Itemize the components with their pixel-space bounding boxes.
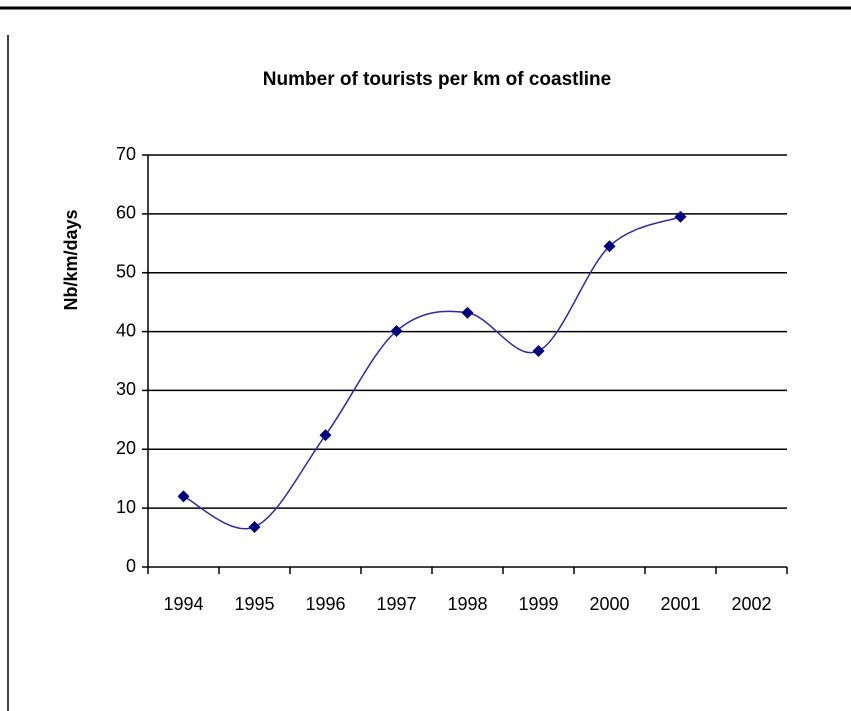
marker <box>461 306 474 319</box>
marker <box>603 240 616 253</box>
y-tick-label: 0 <box>126 556 136 576</box>
line <box>183 216 681 530</box>
y-tick-label: 40 <box>116 320 136 340</box>
x-tick-label: 1997 <box>376 594 416 614</box>
y-tick-label: 10 <box>116 497 136 517</box>
x-tick-label: 1995 <box>234 594 274 614</box>
x-tick-label: 1999 <box>518 594 558 614</box>
y-tick-label: 70 <box>116 144 136 164</box>
y-tick-label: 50 <box>116 261 136 281</box>
marker <box>319 429 332 442</box>
x-tick-label: 1998 <box>447 594 487 614</box>
y-tick-label: 60 <box>116 203 136 223</box>
y-tick-label: 30 <box>116 379 136 399</box>
marker <box>390 324 403 337</box>
x-tick-label: 2000 <box>589 594 629 614</box>
y-tick-label: 20 <box>116 438 136 458</box>
marker <box>674 210 687 223</box>
x-tick-label: 2001 <box>660 594 700 614</box>
marker <box>532 344 545 357</box>
x-tick-label: 1994 <box>163 594 203 614</box>
marker <box>177 490 190 503</box>
x-tick-label: 2002 <box>731 594 771 614</box>
chart-title: Number of tourists per km of coastline <box>263 69 611 90</box>
marker <box>248 520 261 533</box>
y-axis-label: Nb/km/days <box>61 209 81 310</box>
x-tick-label: 1996 <box>305 594 345 614</box>
